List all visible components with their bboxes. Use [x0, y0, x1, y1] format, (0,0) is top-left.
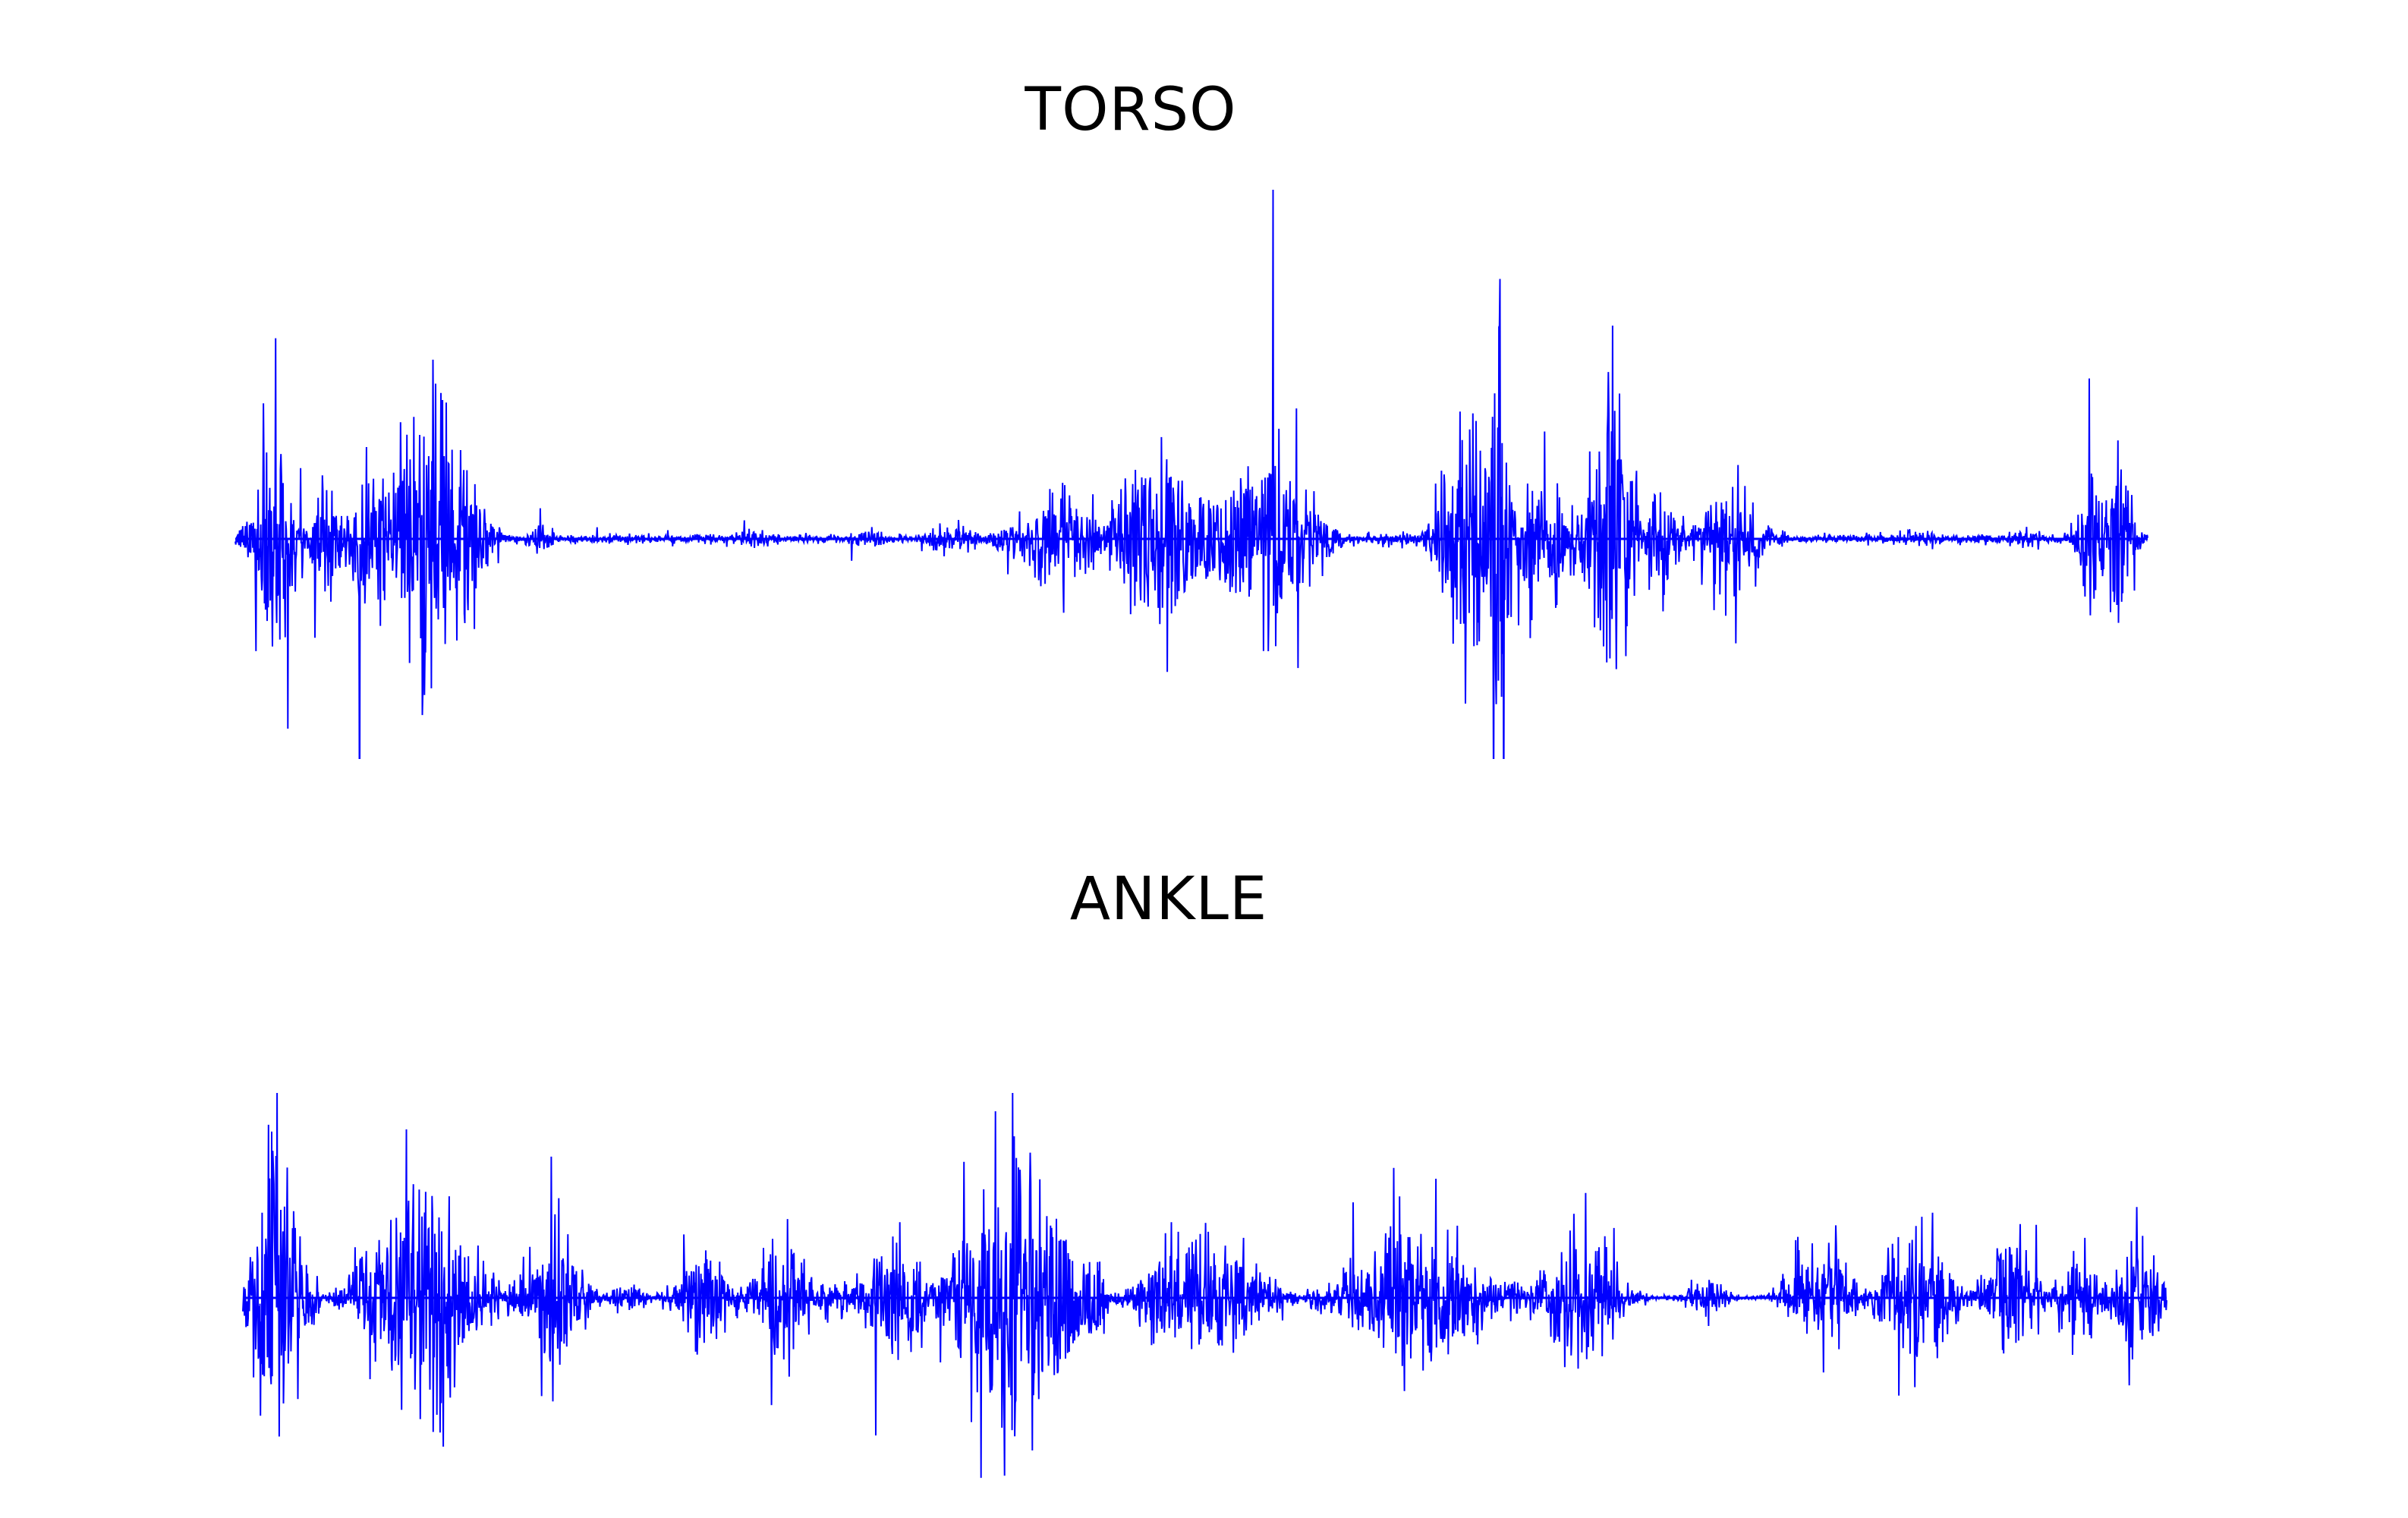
ankle-waveform-chart — [242, 1092, 2167, 1479]
torso-waveform-chart — [235, 189, 2148, 759]
ankle-signal-series — [242, 1092, 2167, 1479]
torso-chart-title: TORSO — [1025, 76, 1237, 144]
ankle-chart-title: ANKLE — [1069, 865, 1268, 934]
torso-signal-series — [235, 189, 2148, 759]
